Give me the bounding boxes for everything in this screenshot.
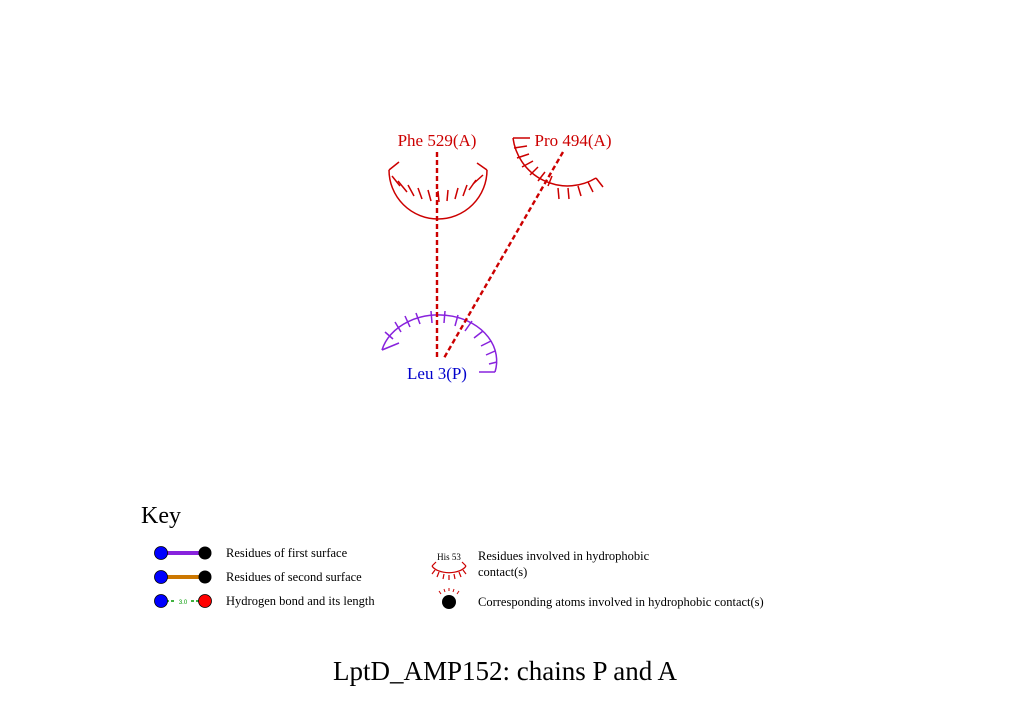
key-hbond-symbol [154, 594, 212, 608]
key-atoms-label: Corresponding atoms involved in hydropho… [478, 595, 764, 609]
residue-label-leu: Leu 3(P) [407, 364, 467, 383]
key-hydrophobic-label-line2: contact(s) [478, 565, 527, 579]
key-title: Key [141, 503, 181, 529]
residue-label-pro: Pro 494(A) [535, 131, 612, 150]
contact-line-pro-leu [442, 151, 565, 359]
leu-hydrophobic-arc [381, 310, 498, 373]
key-second-surface-label: Residues of second surface [226, 570, 362, 584]
key-hydrophobic-atom-icon [438, 588, 460, 609]
diagram-title: LptD_AMP152: chains P and A [333, 656, 678, 686]
residue-label-phe: Phe 529(A) [398, 131, 477, 150]
key-hydrophobic-label-line1: Residues involved in hydrophobic [478, 549, 650, 563]
key-hydrophobic-arc-icon [431, 561, 467, 580]
key-hbond-length: 3.0 [179, 600, 188, 606]
key-second-surface-symbol [154, 570, 212, 584]
key-hydrophobic-example-label: His 53 [437, 552, 461, 562]
hydrophobic-contact-lines [435, 151, 565, 359]
key-first-surface-symbol [154, 546, 212, 560]
key-first-surface-label: Residues of first surface [226, 546, 348, 560]
key-hbond-label: Hydrogen bond and its length [226, 594, 375, 608]
pro-hydrophobic-arc [512, 137, 604, 200]
